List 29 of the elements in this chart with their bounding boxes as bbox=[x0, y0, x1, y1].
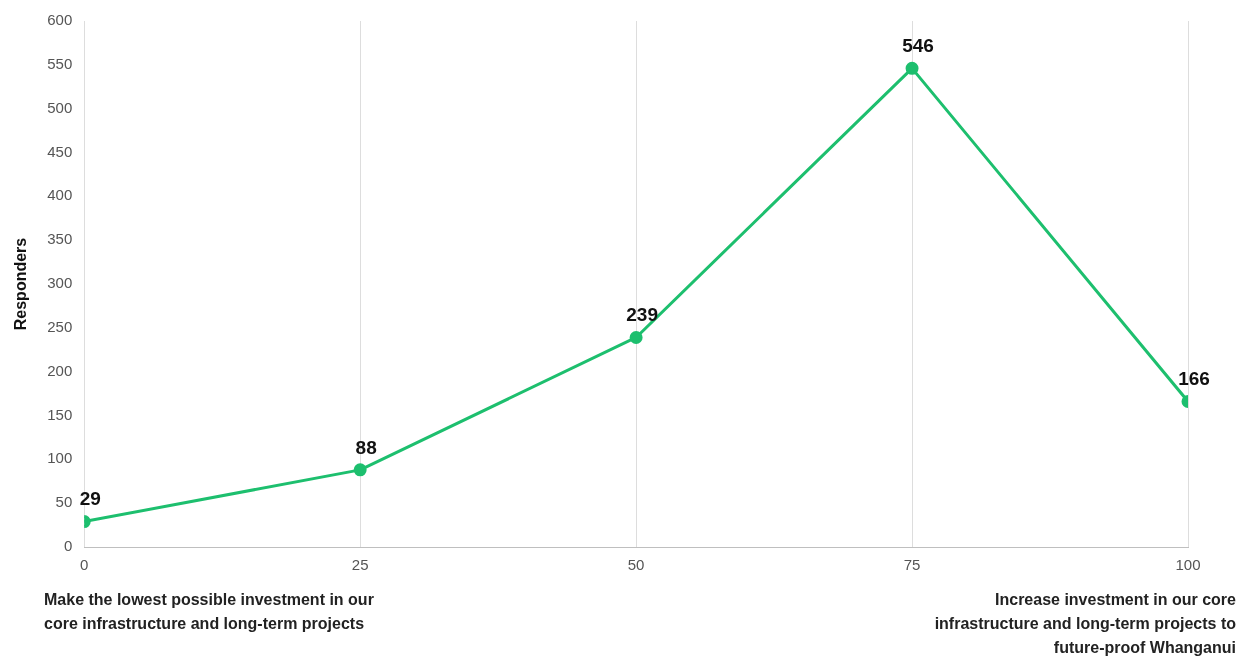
y-tick-label: 50 bbox=[55, 493, 73, 511]
y-tick-label: 350 bbox=[47, 230, 73, 248]
x-tick-label: 100 bbox=[1175, 556, 1201, 574]
point bbox=[353, 463, 367, 477]
point bbox=[629, 330, 643, 344]
y-tick-label: 550 bbox=[47, 54, 73, 72]
text: Increase investment in our core infrastructure and long-term projects to future-proof Whanganui bbox=[933, 590, 1236, 658]
y-tick-label: 450 bbox=[47, 142, 73, 160]
y-tick-label: 150 bbox=[47, 405, 73, 423]
x-tick-label: 0 bbox=[80, 556, 89, 574]
data-label: 546 bbox=[902, 35, 934, 57]
data-label: 88 bbox=[355, 436, 377, 458]
y-tick-label: 400 bbox=[47, 186, 73, 204]
y-tick-label: 250 bbox=[47, 317, 73, 335]
data-label: 239 bbox=[626, 304, 658, 326]
y-tick-label: 0 bbox=[63, 537, 73, 555]
y-tick-label: 300 bbox=[47, 274, 73, 292]
point bbox=[905, 61, 919, 75]
x-tick-label: 75 bbox=[903, 556, 921, 574]
data-label: 29 bbox=[79, 488, 101, 510]
y-tick-label: 600 bbox=[47, 11, 73, 29]
x-tick-label: 50 bbox=[627, 556, 645, 574]
y-tick-label: 100 bbox=[47, 449, 73, 467]
y-axis-title: Responders bbox=[12, 237, 30, 331]
x-tick-label: 25 bbox=[351, 556, 369, 574]
y-tick-label: 500 bbox=[47, 98, 73, 116]
y-tick-label: 200 bbox=[47, 361, 73, 379]
data-label: 166 bbox=[1178, 368, 1210, 390]
text: Make the lowest possible investment in our core infrastructure and long-term projects bbox=[44, 590, 375, 634]
